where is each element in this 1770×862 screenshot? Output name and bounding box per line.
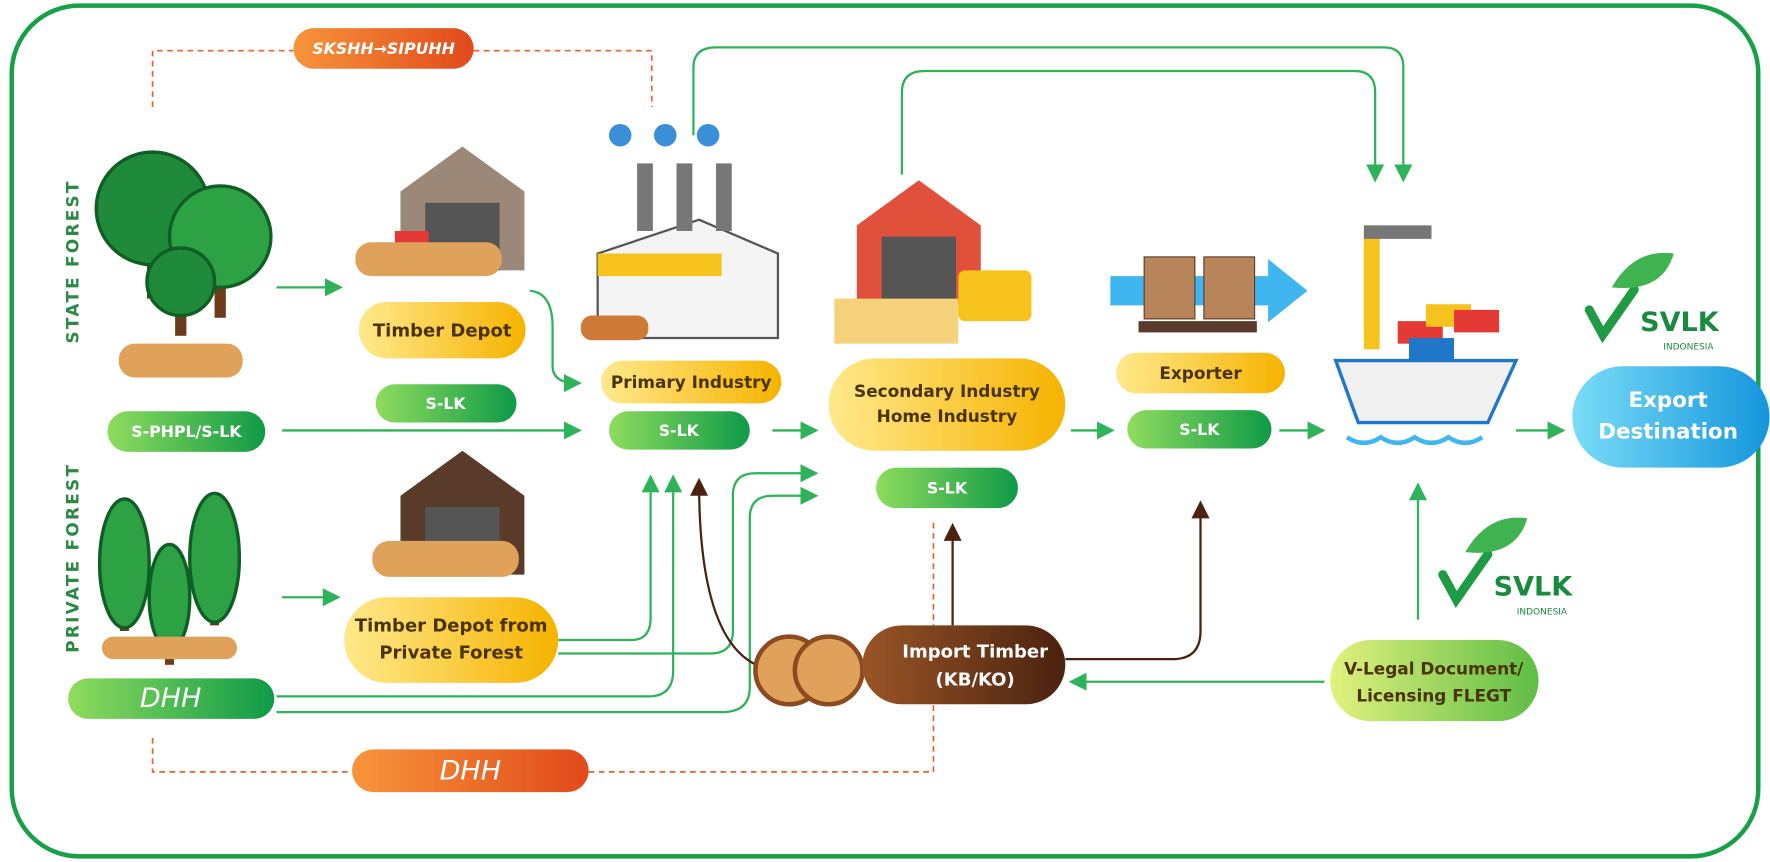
label: Primary Industry: [611, 372, 772, 392]
label: S-PHPL/S-LK: [131, 422, 242, 441]
label: S-LK: [425, 394, 466, 413]
flow-arrow: [902, 71, 1375, 178]
label: Timber Depot: [373, 320, 512, 341]
node-pill: [344, 597, 558, 683]
chimney: [677, 163, 693, 231]
ship: [1336, 361, 1516, 423]
logs: [119, 344, 243, 378]
crane: [1364, 225, 1380, 349]
pine-crown: [149, 544, 190, 649]
crate: [1144, 257, 1195, 319]
label: SKSHH→SIPUHH: [312, 39, 455, 58]
crate: [1204, 257, 1255, 319]
flow-arrow: [530, 291, 577, 383]
smoke: [609, 124, 632, 147]
logo-leaf: [1465, 518, 1527, 553]
smoke: [697, 124, 720, 147]
boxes: [834, 299, 958, 344]
node-pill: [862, 625, 1065, 704]
chimney: [716, 163, 732, 231]
label: V-Legal Document/: [1344, 658, 1524, 678]
smoke: [654, 124, 677, 147]
document-line: [474, 51, 652, 107]
truck: [958, 270, 1031, 321]
logo-leaf: [1612, 253, 1674, 288]
flow-arrow: [693, 47, 1403, 178]
label: Timber Depot from: [355, 615, 548, 636]
tree-crown: [147, 248, 215, 316]
logs: [102, 637, 237, 660]
label: S-LK: [1179, 420, 1220, 439]
warehouse-door: [882, 237, 956, 305]
chimney: [637, 163, 653, 231]
label: S-LK: [659, 421, 700, 440]
document-line: [153, 738, 352, 772]
logo-name: SVLK: [1640, 307, 1720, 338]
label: Destination: [1598, 420, 1738, 445]
logs: [355, 242, 501, 276]
logo-name: SVLK: [1494, 572, 1574, 603]
label: Secondary Industry: [854, 381, 1040, 401]
flow-arrow: [558, 473, 814, 653]
label: Export: [1629, 388, 1708, 413]
label: Import Timber: [902, 641, 1048, 662]
container: [1409, 338, 1454, 361]
factory-roof: [598, 254, 722, 277]
region-label: STATE FOREST: [63, 179, 83, 343]
logs: [581, 316, 649, 341]
region-label: PRIVATE FOREST: [63, 463, 83, 653]
crane-arm: [1364, 225, 1432, 239]
import-arrow: [699, 482, 778, 670]
waves: [1347, 437, 1482, 443]
pallet: [1139, 321, 1257, 332]
node-pill: [829, 358, 1066, 450]
logo-check: [1589, 290, 1634, 335]
logs: [372, 541, 518, 577]
logo-check: [1443, 554, 1488, 599]
label: (KB/KO): [936, 670, 1015, 691]
import-arrow: [1065, 505, 1200, 659]
logo-sub: INDONESIA: [1663, 343, 1714, 353]
log-end: [795, 637, 863, 705]
flow-arrow: [558, 479, 650, 640]
label: DHH: [140, 683, 201, 714]
flow-diagram: STATE FOREST PRIVATE FOREST SKSHH→SIPUHH S-…: [0, 0, 1770, 862]
container: [1454, 310, 1499, 333]
logo-sub: INDONESIA: [1517, 607, 1568, 617]
node-pill: [1572, 366, 1769, 467]
pine-crown: [190, 493, 240, 622]
label: DHH: [440, 755, 501, 786]
label: Exporter: [1159, 363, 1242, 383]
label: Licensing FLEGT: [1356, 685, 1511, 705]
node-pill: [1330, 640, 1538, 721]
document-line: [153, 51, 294, 107]
label: S-LK: [927, 479, 968, 498]
pine-crown: [100, 499, 150, 628]
label: Home Industry: [877, 406, 1018, 426]
label: Private Forest: [379, 643, 523, 664]
